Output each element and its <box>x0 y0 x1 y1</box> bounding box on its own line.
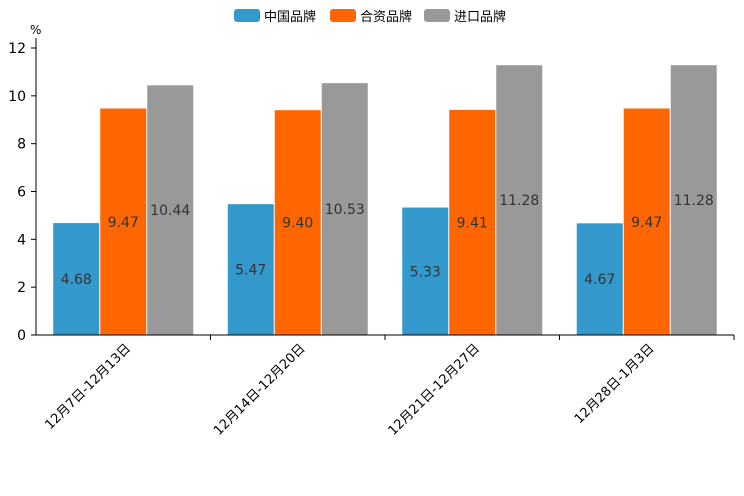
bar <box>274 110 321 335</box>
data-label: 9.40 <box>282 216 313 232</box>
bar <box>227 204 274 335</box>
y-tick-label: 4 <box>17 232 26 248</box>
bar-series: 4.68 9.47 10.44 5.47 9.40 10.53 5.33 9.41 11.28 4… <box>53 65 717 336</box>
y-tick-label: 12 <box>8 41 26 57</box>
data-label: 10.44 <box>150 203 190 219</box>
y-axis-unit: % <box>30 23 41 37</box>
bar <box>100 108 147 336</box>
legend: 中国品牌 合资品牌 进口品牌 <box>234 9 506 25</box>
bar <box>623 108 670 336</box>
data-label: 9.41 <box>457 215 488 231</box>
legend-swatch <box>234 9 260 22</box>
bar <box>449 109 496 335</box>
data-label: 10.53 <box>325 202 365 218</box>
x-axis: 12月7日-12月13日 12月14日-12月20日 12月21日-12月27日 12… <box>36 334 735 439</box>
data-label: 9.47 <box>108 215 139 231</box>
bar <box>402 207 449 335</box>
y-tick-label: 10 <box>8 89 26 105</box>
x-tick-label: 12月28日-1月3日 <box>572 341 658 427</box>
data-label: 11.28 <box>499 193 539 209</box>
bar <box>670 65 717 335</box>
legend-item[interactable]: 合资品牌 <box>330 9 412 25</box>
bar <box>576 223 623 335</box>
x-tick-label: 12月7日-12月13日 <box>42 341 134 433</box>
data-label: 11.28 <box>674 193 714 209</box>
legend-label: 进口品牌 <box>454 9 506 25</box>
data-label: 9.47 <box>631 215 662 231</box>
legend-swatch <box>424 9 450 22</box>
bar <box>321 83 368 335</box>
y-tick-label: 2 <box>17 280 26 296</box>
data-label: 4.67 <box>584 272 615 288</box>
legend-label: 合资品牌 <box>360 9 412 25</box>
data-label: 4.68 <box>61 272 92 288</box>
data-label: 5.33 <box>410 264 441 280</box>
bar <box>496 65 543 335</box>
legend-swatch <box>330 9 356 22</box>
x-tick-label: 12月14日-12月20日 <box>211 341 308 438</box>
data-label: 5.47 <box>235 263 266 279</box>
bar <box>53 223 100 335</box>
y-tick-label: 8 <box>17 137 26 153</box>
y-tick-label: 6 <box>17 185 26 201</box>
y-tick-label: 0 <box>17 328 26 344</box>
legend-label: 中国品牌 <box>264 9 316 25</box>
y-axis: 0 2 4 6 8 10 12 <box>8 38 37 344</box>
legend-item[interactable]: 中国品牌 <box>234 9 316 25</box>
x-tick-label: 12月21日-12月27日 <box>386 341 483 438</box>
bar <box>147 85 194 335</box>
legend-item[interactable]: 进口品牌 <box>424 9 506 25</box>
